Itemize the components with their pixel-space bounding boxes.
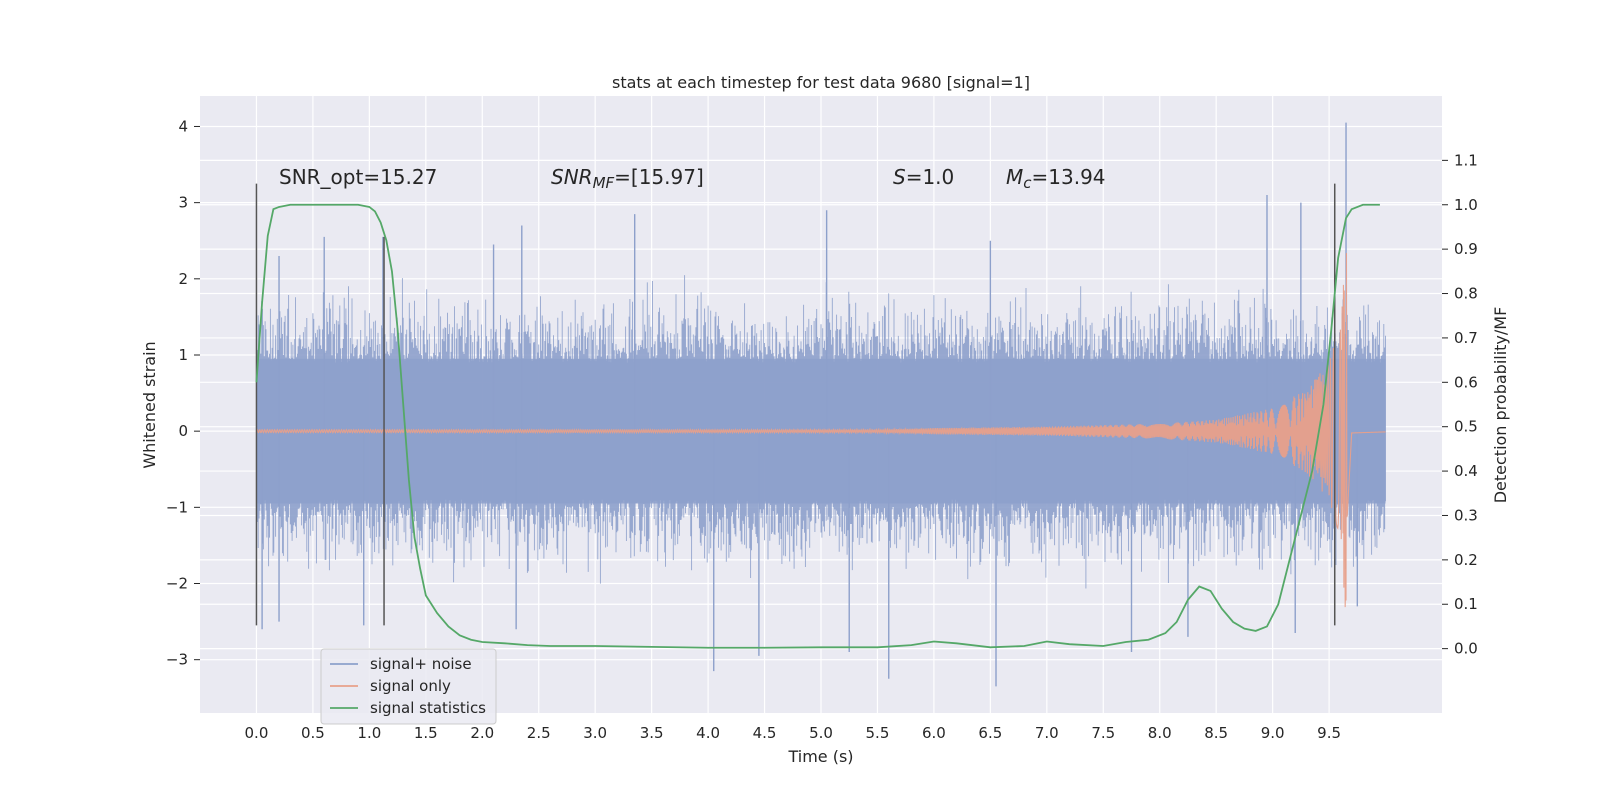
y2-tick-label: 1.0 (1454, 196, 1478, 214)
snr-mf-value: =[15.97] (614, 165, 704, 189)
x-tick-label: 0.0 (245, 724, 269, 742)
signal-statistics-line (255, 203, 1380, 649)
x-axis-title: Time (s) (787, 747, 853, 766)
annotation-s: S=1.0 (893, 165, 954, 189)
x-tick-label: 3.5 (640, 724, 664, 742)
legend: signal+ noise signal only signal statist… (320, 648, 497, 725)
legend-label-signal-statistics: signal statistics (370, 699, 486, 717)
mc-label: M (1006, 165, 1023, 189)
x-tick-label: 6.0 (922, 724, 946, 742)
y-tick-label: 4 (178, 117, 188, 135)
y-tick-label: −3 (166, 651, 188, 669)
x-tick-label: 7.0 (1035, 724, 1059, 742)
x-tick-label: 5.0 (809, 724, 833, 742)
signal-only-line (255, 252, 1386, 608)
y-tick-label: 3 (178, 194, 188, 212)
y-tick-label: 0 (178, 422, 188, 440)
s-label: S (893, 165, 906, 189)
x-tick-label: 1.5 (414, 724, 438, 742)
x-tick-labels: 0.0 0.5 1.0 1.5 2.0 2.5 3.0 3.5 4.0 4.5 5.0 5.5 6.0 6… (245, 724, 1341, 742)
x-tick-label: 2.0 (470, 724, 494, 742)
annotation-mc: Mc=13.94 (1006, 165, 1106, 192)
snr-mf-label: SNR (551, 165, 593, 189)
signal-only-series (255, 252, 1386, 608)
x-tick-label: 9.5 (1317, 724, 1341, 742)
y2-tick-label: 0.1 (1454, 595, 1478, 613)
y2-tick-label: 1.1 (1454, 151, 1478, 169)
x-tick-label: 4.5 (753, 724, 777, 742)
y2-tick-label: 0.8 (1454, 285, 1478, 303)
x-tick-label: 8.5 (1204, 724, 1228, 742)
legend-label-signal-only: signal only (370, 677, 451, 695)
signal-statistics-series (255, 203, 1380, 649)
y2-tick-label: 0.6 (1454, 373, 1478, 391)
chart-title: stats at each timestep for test data 968… (612, 73, 1030, 92)
y2-tick-label: 0.2 (1454, 551, 1478, 569)
y-tick-label: −1 (166, 498, 188, 516)
y2-tick-label: 0.0 (1454, 640, 1478, 658)
x-tick-label: 1.0 (357, 724, 381, 742)
x-tick-label: 4.0 (696, 724, 720, 742)
y2-tick-labels: 1.1 1.0 0.9 0.8 0.7 0.6 0.5 0.4 0.3 0.2 0.1 0.0 (1442, 151, 1478, 658)
s-value: =1.0 (906, 165, 955, 189)
annotation-snr-mf: SNRMF=[15.97] (551, 165, 704, 192)
x-tick-label: 0.5 (301, 724, 325, 742)
mc-value: =13.94 (1032, 165, 1106, 189)
x-tick-label: 8.0 (1148, 724, 1172, 742)
x-tick-label: 7.5 (1091, 724, 1115, 742)
y-axis-title: Whitened strain (140, 341, 159, 468)
mc-subscript: c (1023, 174, 1032, 192)
snr-mf-subscript: MF (593, 174, 615, 192)
x-tick-label: 9.0 (1261, 724, 1285, 742)
legend-label-signal-noise: signal+ noise (370, 655, 472, 673)
x-tick-label: 5.5 (866, 724, 890, 742)
y2-tick-label: 0.3 (1454, 506, 1478, 524)
y2-tick-label: 0.5 (1454, 418, 1478, 436)
y-tick-labels: 4 3 2 1 0 −1 −2 −3 (166, 117, 200, 669)
y2-tick-label: 0.7 (1454, 329, 1478, 347)
x-tick-label: 6.5 (978, 724, 1002, 742)
y2-tick-label: 0.4 (1454, 462, 1478, 480)
y-tick-label: 1 (178, 346, 188, 364)
x-tick-label: 2.5 (527, 724, 551, 742)
y2-axis-title: Detection probability/MF (1491, 307, 1510, 504)
x-tick-label: 3.0 (583, 724, 607, 742)
annotation-snr-opt: SNR_opt=15.27 (279, 165, 437, 189)
vertical-markers (255, 183, 1336, 626)
y-tick-label: −2 (166, 575, 188, 593)
legend-box (320, 648, 497, 725)
y2-tick-label: 0.9 (1454, 240, 1478, 258)
y-tick-label: 2 (178, 270, 188, 288)
